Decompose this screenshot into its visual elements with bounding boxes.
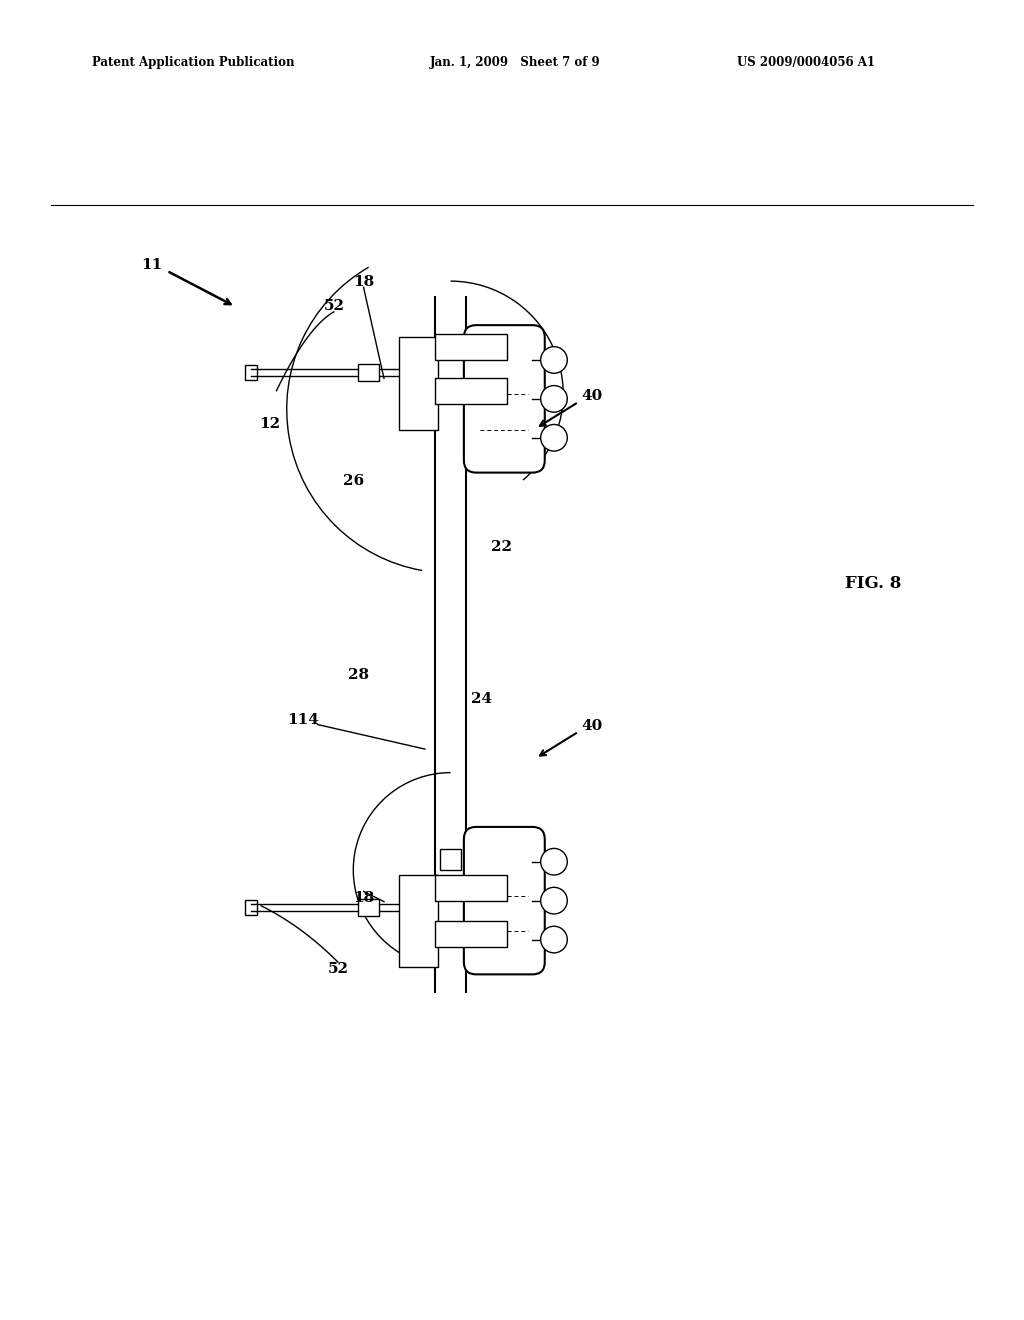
Bar — [399, 875, 438, 968]
Bar — [435, 875, 507, 900]
Bar — [435, 379, 507, 404]
Bar — [358, 899, 379, 916]
Text: 52: 52 — [324, 298, 344, 313]
FancyBboxPatch shape — [464, 325, 545, 473]
Text: 12: 12 — [259, 417, 280, 432]
Text: Jan. 1, 2009   Sheet 7 of 9: Jan. 1, 2009 Sheet 7 of 9 — [430, 55, 601, 69]
Text: 40: 40 — [582, 718, 602, 733]
Text: 28: 28 — [348, 668, 369, 682]
Text: 114: 114 — [287, 713, 319, 727]
Circle shape — [541, 385, 567, 412]
Text: 52: 52 — [328, 962, 348, 977]
Bar — [435, 921, 507, 946]
Bar — [399, 338, 438, 429]
Text: US 2009/0004056 A1: US 2009/0004056 A1 — [737, 55, 876, 69]
Circle shape — [541, 425, 567, 451]
Text: 11: 11 — [141, 257, 162, 272]
Text: FIG. 8: FIG. 8 — [845, 574, 901, 591]
FancyBboxPatch shape — [464, 826, 545, 974]
Circle shape — [541, 849, 567, 875]
Bar — [435, 334, 507, 360]
Circle shape — [541, 347, 567, 374]
Bar — [440, 850, 461, 870]
Circle shape — [541, 927, 567, 953]
Text: 18: 18 — [353, 275, 374, 289]
Text: Patent Application Publication: Patent Application Publication — [92, 55, 295, 69]
Text: 24: 24 — [471, 692, 492, 706]
Bar — [245, 366, 257, 380]
Bar — [358, 364, 379, 381]
Bar — [245, 900, 257, 915]
Text: 18: 18 — [353, 891, 374, 904]
Text: 26: 26 — [343, 474, 364, 488]
Circle shape — [541, 887, 567, 913]
Text: 40: 40 — [582, 389, 602, 403]
Text: 22: 22 — [492, 540, 512, 554]
